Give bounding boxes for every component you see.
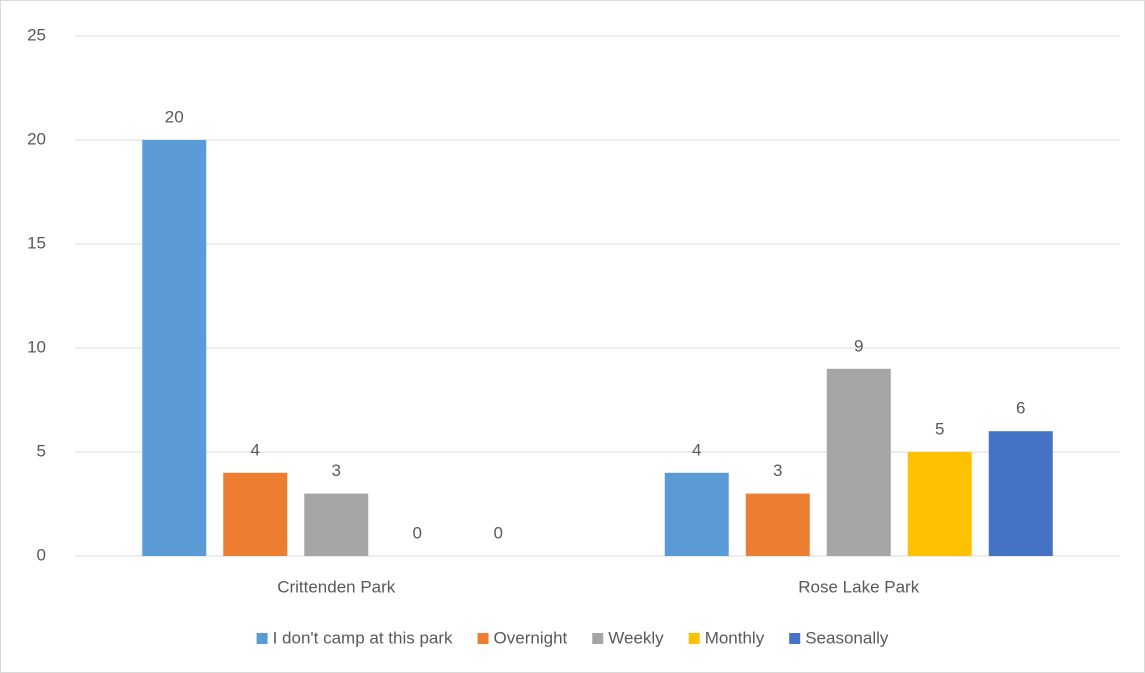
bar [988, 431, 1053, 556]
bar [664, 472, 729, 556]
bar [304, 493, 369, 556]
bar [826, 368, 891, 556]
legend-label: Seasonally [805, 628, 889, 647]
legend-label: Monthly [705, 628, 765, 647]
data-label: 0 [494, 523, 503, 542]
legend-label: Overnight [494, 628, 568, 647]
legend-swatch [256, 633, 268, 644]
data-label: 4 [251, 440, 260, 459]
x-tick-label: Rose Lake Park [798, 577, 919, 596]
legend-swatch [592, 633, 604, 644]
x-tick-label: Crittenden Park [277, 577, 396, 596]
data-label: 20 [165, 107, 184, 126]
bar [907, 452, 972, 556]
data-label: 3 [332, 461, 341, 480]
y-tick-label: 5 [37, 441, 46, 460]
data-label: 9 [854, 336, 863, 355]
data-label: 3 [773, 461, 782, 480]
data-label: 0 [413, 523, 422, 542]
legend-swatch [688, 633, 700, 644]
bar [223, 472, 288, 556]
legend-swatch [477, 633, 489, 644]
y-tick-label: 25 [27, 25, 46, 44]
bar [142, 140, 207, 556]
legend-swatch [789, 633, 801, 644]
y-tick-label: 10 [27, 337, 46, 356]
data-label: 4 [692, 440, 701, 459]
legend-label: I don't camp at this park [273, 628, 453, 647]
data-label: 6 [1016, 399, 1025, 418]
legend-label: Weekly [608, 628, 664, 647]
bar [745, 493, 810, 556]
y-tick-label: 20 [27, 129, 46, 148]
data-label: 5 [935, 419, 944, 438]
y-tick-label: 15 [27, 233, 46, 252]
y-tick-label: 0 [37, 545, 46, 564]
